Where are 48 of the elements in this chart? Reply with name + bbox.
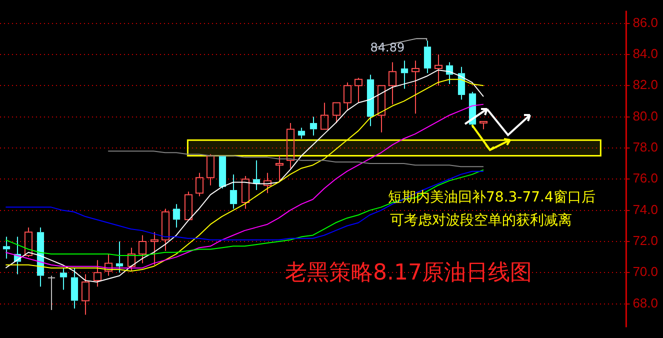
text: 老黑策略8.17原油日线图 — [285, 260, 532, 286]
y-tick-label: 68.0 — [632, 295, 658, 310]
candlestick — [388, 62, 397, 105]
y-tick-label: 82.0 — [632, 77, 658, 92]
y-tick-label: 74.0 — [632, 202, 658, 217]
candlestick — [206, 154, 215, 186]
candlestick — [411, 60, 420, 114]
candlestick — [241, 176, 250, 210]
candlestick — [252, 160, 260, 191]
candlestick — [424, 40, 432, 74]
candlestick — [150, 232, 159, 266]
candlestick — [195, 172, 204, 197]
candlestick — [377, 85, 386, 133]
candlestick — [2, 236, 10, 260]
y-tick-label: 72.0 — [632, 233, 658, 248]
candlestick — [93, 260, 102, 288]
candlestick — [81, 274, 90, 316]
candlestick — [354, 77, 363, 104]
annotation: 可考虑对波段空单的获利减离 — [390, 212, 572, 228]
candlestick — [343, 82, 352, 112]
candlestick — [138, 234, 147, 264]
candlestick — [161, 208, 170, 252]
candlestick — [298, 127, 306, 140]
candlestick — [127, 247, 136, 272]
candlestick — [263, 172, 272, 194]
candlestick — [366, 74, 374, 127]
y-tick-label: 80.0 — [632, 108, 658, 124]
candlestick — [48, 275, 56, 311]
annotation: 84.89 — [370, 40, 405, 55]
candlestick — [60, 267, 68, 290]
y-tick-label: 76.0 — [632, 170, 658, 186]
y-tick-label: 84.0 — [632, 46, 658, 62]
candlestick — [458, 66, 466, 100]
candlestick — [116, 240, 124, 274]
candlestick — [310, 116, 318, 136]
candlestick — [320, 102, 329, 130]
candlestick — [434, 54, 443, 86]
candlestick — [230, 174, 238, 210]
candlestick — [286, 122, 295, 169]
candlestick — [275, 155, 284, 182]
candlestick — [36, 226, 44, 288]
candlestick — [104, 253, 113, 276]
candlestick — [400, 60, 408, 90]
y-tick-label: 86.0 — [632, 14, 658, 30]
y-tick-label: 70.0 — [632, 264, 658, 280]
candlestick — [172, 204, 180, 228]
y-tick-label: 78.0 — [632, 140, 658, 155]
candlestick — [70, 267, 78, 309]
